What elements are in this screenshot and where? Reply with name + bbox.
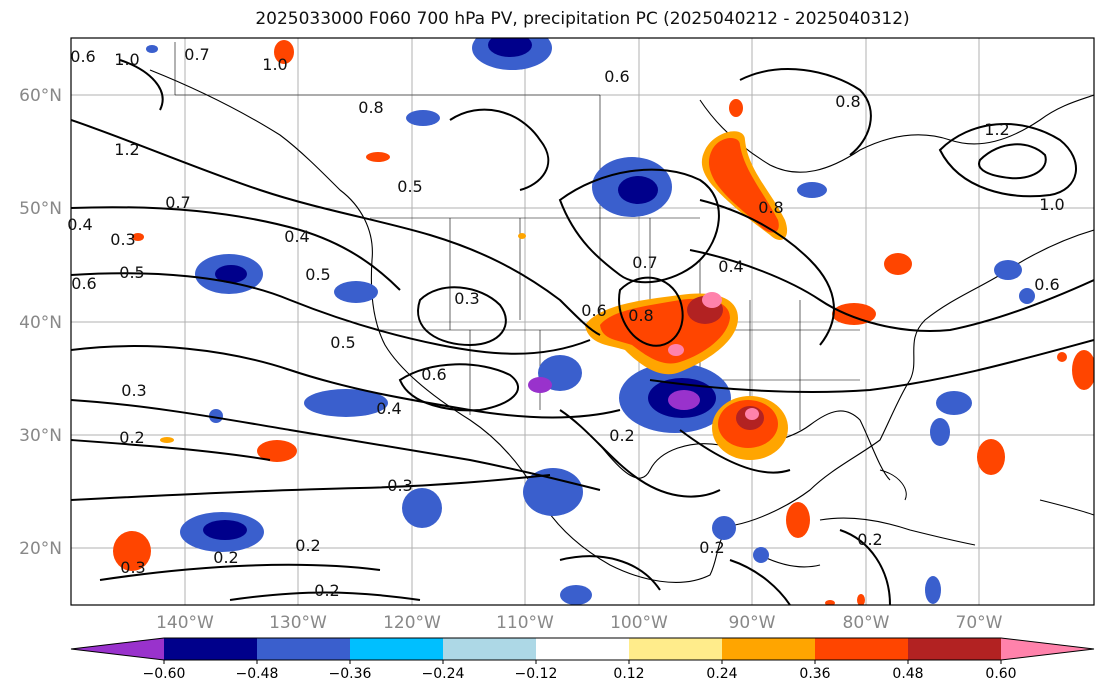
- colorbar-tick-label: −0.36: [329, 666, 372, 682]
- longitude-labels: 140°W 130°W 120°W 110°W 100°W 90°W 80°W …: [156, 613, 1003, 633]
- map-details: [879, 469, 1094, 516]
- contour-label: 0.2: [857, 530, 882, 549]
- contour-label: 0.3: [120, 558, 145, 577]
- colorbar-tick-label: 0.48: [892, 666, 923, 682]
- contour-label: 0.2: [213, 548, 238, 567]
- contour-label: 0.5: [305, 265, 330, 284]
- contour-label: 0.6: [70, 47, 95, 66]
- lon-label: 100°W: [610, 613, 668, 633]
- contour-labels: 1.0 0.7 1.0 0.6 0.8 1.2 0.5 0.7 0.4 1.2 …: [67, 45, 1064, 600]
- colorbar-tick-label: 0.60: [985, 666, 1016, 682]
- contour-label: 0.2: [314, 581, 339, 600]
- colorbar-tick-label: −0.48: [236, 666, 279, 682]
- colorbar-tick-label: 0.24: [706, 666, 737, 682]
- contour-label: 0.8: [628, 306, 653, 325]
- contour-label: 0.2: [119, 428, 144, 447]
- contour-label: 1.0: [262, 55, 287, 74]
- colorbar-tick-label: 0.36: [799, 666, 830, 682]
- contour-label: 0.4: [376, 399, 401, 418]
- pv-contours: [71, 59, 1094, 605]
- state-borders: [174, 42, 860, 430]
- colorbar-segment: [536, 638, 630, 660]
- colorbar-tick-label: 0.12: [613, 666, 644, 682]
- lon-label: 80°W: [843, 613, 890, 633]
- colorbar-segment: [443, 638, 537, 660]
- contour-label: 0.5: [119, 263, 144, 282]
- contour-label: 0.2: [699, 538, 724, 557]
- contour-label: 0.3: [387, 476, 412, 495]
- colorbar-tick-label: −0.12: [515, 666, 558, 682]
- colorbar-segment: [164, 638, 258, 660]
- contour-label: 0.6: [581, 301, 606, 320]
- contour-label: 0.5: [397, 177, 422, 196]
- contour-label: 1.2: [114, 140, 139, 159]
- contour-label: 0.6: [71, 274, 96, 293]
- contour-label: 0.4: [284, 227, 309, 246]
- colorbar-segment: [350, 638, 444, 660]
- contour-label: 0.7: [165, 193, 190, 212]
- colorbar-extend-high: [1001, 638, 1094, 660]
- map-frame: [70, 37, 1095, 606]
- lat-label: 50°N: [19, 199, 62, 219]
- colorbar-segment: [908, 638, 1002, 660]
- contour-label: 0.6: [1034, 275, 1059, 294]
- colorbar-segment: [815, 638, 909, 660]
- contour-label: 0.7: [184, 45, 209, 64]
- contour-label: 0.2: [609, 426, 634, 445]
- contour-label: 0.7: [632, 253, 657, 272]
- colorbar-segment: [629, 638, 723, 660]
- lon-label: 120°W: [383, 613, 441, 633]
- contour-label: 1.2: [984, 120, 1009, 139]
- contour-label: 0.6: [604, 67, 629, 86]
- contour-label: 0.4: [718, 257, 743, 276]
- colorbar-segment: [257, 638, 351, 660]
- contour-label: 0.6: [421, 365, 446, 384]
- contour-label: 0.8: [758, 198, 783, 217]
- lon-label: 110°W: [496, 613, 554, 633]
- contour-label: 0.3: [454, 289, 479, 308]
- lon-label: 140°W: [156, 613, 214, 633]
- lat-label: 40°N: [19, 313, 62, 333]
- contour-label: 1.0: [1039, 195, 1064, 214]
- contour-label: 0.4: [67, 215, 92, 234]
- contour-label: 0.3: [110, 230, 135, 249]
- lon-label: 70°W: [956, 613, 1003, 633]
- colorbar-extend-low: [71, 638, 164, 660]
- anomaly-fills: [113, 38, 1094, 605]
- colorbar-tick-label: −0.60: [143, 666, 186, 682]
- contour-label: 0.8: [358, 98, 383, 117]
- lon-label: 130°W: [269, 613, 327, 633]
- lat-label: 30°N: [19, 426, 62, 446]
- lat-label: 20°N: [19, 539, 62, 559]
- contour-label: 0.8: [835, 92, 860, 111]
- contour-label: 0.5: [330, 333, 355, 352]
- lon-label: 90°W: [729, 613, 776, 633]
- contour-label: 0.2: [295, 536, 320, 555]
- contour-label: 1.0: [114, 50, 139, 69]
- map-title: 2025033000 F060 700 hPa PV, precipitatio…: [255, 9, 910, 29]
- contour-label: 0.3: [121, 381, 146, 400]
- lat-label: 60°N: [19, 86, 62, 106]
- colorbar: −0.60 −0.48 −0.36 −0.24 −0.12 0.12 0.24 0.36 0.4…: [70, 637, 1095, 682]
- colorbar-segment: [722, 638, 816, 660]
- latitude-labels: 60°N 50°N 40°N 30°N 20°N: [19, 86, 62, 559]
- colorbar-tick-label: −0.24: [422, 666, 465, 682]
